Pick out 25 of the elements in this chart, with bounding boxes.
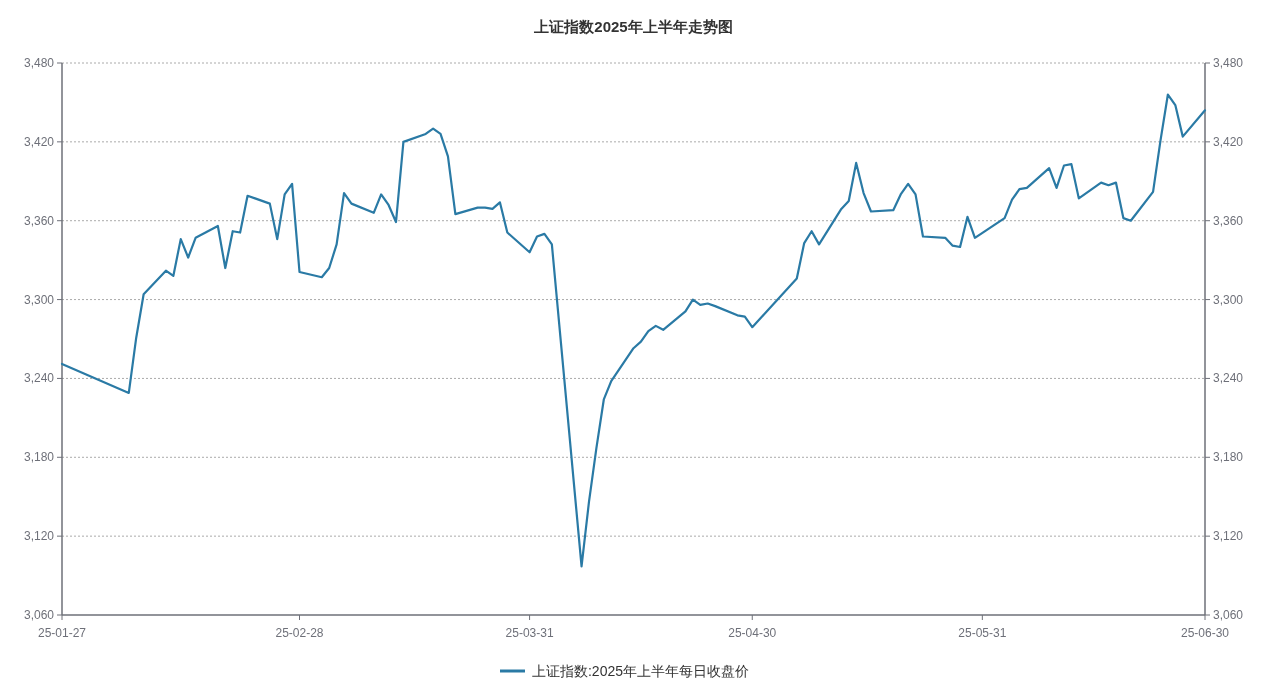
x-tick-label: 25-05-31 (958, 626, 1007, 640)
y2-tick-label: 3,420 (1213, 134, 1244, 149)
chart-title: 上证指数2025年上半年走势图 (533, 18, 733, 35)
x-tick-label: 25-04-30 (728, 626, 777, 640)
y-tick-label: 3,180 (23, 450, 55, 465)
y-tick-label: 3,360 (23, 213, 55, 228)
y2-tick-label: 3,060 (1213, 608, 1244, 622)
y2-tick-label: 3,300 (1213, 292, 1244, 307)
y-tick-label: 3,480 (23, 56, 55, 70)
y2-tick-label: 3,240 (1213, 371, 1244, 386)
x-tick-label: 25-06-30 (1180, 626, 1230, 640)
line-series (60, 93, 1207, 568)
y-tick-label: 3,060 (23, 608, 55, 622)
y2-tick-label: 3,180 (1213, 450, 1244, 465)
y2-tick-label: 3,360 (1213, 213, 1244, 228)
x-tick-label: 25-01-27 (37, 626, 87, 640)
y-tick-label: 3,300 (23, 292, 55, 307)
x-tick-label: 25-03-31 (505, 626, 554, 640)
legend-label: 上证指数:2025年上半年每日收盘价 (531, 663, 750, 679)
x-tick-label: 25-02-28 (275, 626, 324, 640)
y-tick-label: 3,420 (23, 134, 55, 149)
y-tick-label: 3,240 (23, 371, 55, 386)
y2-tick-label: 3,120 (1213, 529, 1244, 544)
y-tick-label: 3,120 (23, 529, 55, 544)
y2-tick-label: 3,480 (1213, 56, 1244, 70)
